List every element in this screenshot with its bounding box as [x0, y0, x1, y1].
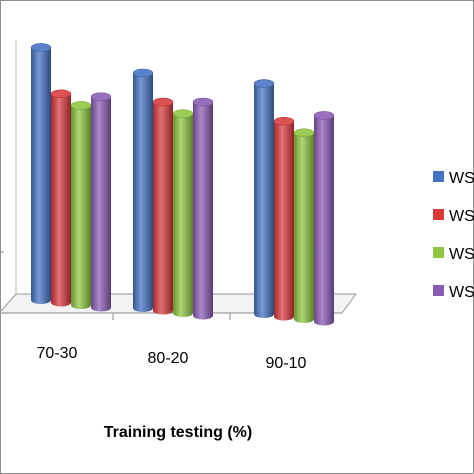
- legend-label: WS: [449, 208, 474, 225]
- bar-top: [192, 97, 214, 107]
- bar-80-20-series-3: [172, 109, 194, 317]
- bar-body: [31, 47, 51, 304]
- legend-label: WS: [449, 170, 474, 187]
- bar-body: [193, 102, 213, 320]
- legend-swatch: [433, 171, 444, 182]
- legend-label: WS: [449, 284, 474, 301]
- bar-body: [51, 93, 71, 307]
- bar-90-10-series-4: [313, 111, 335, 326]
- bar-body: [71, 105, 91, 310]
- legend-swatch: [433, 285, 444, 296]
- bar-90-10-series-2: [273, 116, 295, 321]
- bar-70-30-series-4: [90, 92, 112, 312]
- bar-top: [30, 43, 52, 52]
- legend-item: WS: [433, 284, 474, 301]
- bar-body: [294, 132, 314, 323]
- bar-body: [133, 73, 153, 312]
- bars: [30, 43, 335, 326]
- bar-70-30-series-3: [70, 101, 92, 310]
- bar-body: [173, 113, 193, 317]
- bar-90-10-series-3: [293, 128, 315, 323]
- category-label: 80-20: [148, 350, 189, 367]
- bar-body: [91, 96, 111, 312]
- legend-label: WS: [449, 246, 474, 263]
- x-axis-title: Training testing (%): [104, 424, 252, 441]
- bar-top: [50, 89, 72, 99]
- bar-top: [70, 101, 92, 110]
- bar-top: [273, 116, 295, 126]
- bar-top: [172, 109, 194, 118]
- bar-body: [314, 115, 334, 326]
- legend-swatch: [433, 209, 444, 220]
- bar-90-10-series-1: [253, 79, 275, 318]
- category-label: 90-10: [266, 355, 307, 372]
- bar-top: [90, 92, 112, 101]
- category-labels: 70-30 80-20 90-10: [37, 345, 307, 372]
- legend: WS WS WS WS: [433, 170, 474, 301]
- bar-top: [313, 111, 335, 120]
- legend-swatch: [433, 247, 444, 258]
- bar-80-20-series-4: [192, 97, 214, 320]
- bar-top: [132, 68, 154, 78]
- bar-body: [274, 121, 294, 321]
- bar-top: [253, 79, 275, 88]
- bar-top: [152, 97, 174, 107]
- legend-item: WS: [433, 208, 474, 225]
- bar-body: [254, 83, 274, 318]
- legend-item: WS: [433, 170, 474, 187]
- bar-top: [293, 128, 315, 138]
- bar-body: [153, 102, 173, 315]
- bar-80-20-series-1: [132, 68, 154, 312]
- legend-item: WS: [433, 246, 474, 263]
- category-label: 70-30: [37, 345, 78, 362]
- bar-70-30-series-2: [50, 89, 72, 307]
- bar-70-30-series-1: [30, 43, 52, 304]
- bar-80-20-series-2: [152, 97, 174, 315]
